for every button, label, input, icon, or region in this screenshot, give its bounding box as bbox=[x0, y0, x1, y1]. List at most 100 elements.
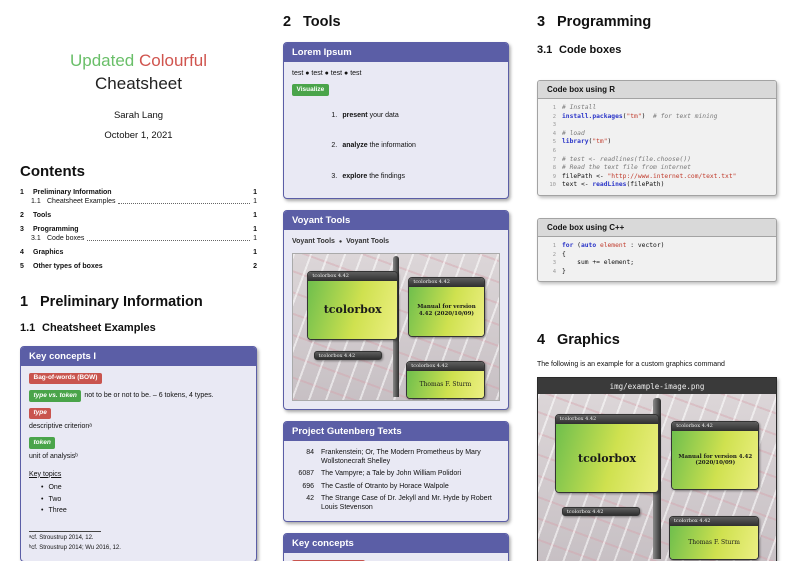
voyant-link-1[interactable]: Voyant Tools bbox=[292, 238, 335, 246]
token-definition: unit of analysisᵇ bbox=[29, 452, 78, 460]
toc-entry-cheatsheet-examples[interactable]: 1.1 Cheatsheet Examples 1 bbox=[20, 198, 257, 205]
tcolorbox-strip: tcolorbox 4.42 bbox=[669, 516, 759, 526]
line-number: 7 bbox=[552, 156, 556, 163]
tcolorbox-main-box: tcolorbox 4.42 tcolorbox bbox=[307, 271, 399, 340]
section-number: 3.1 bbox=[537, 44, 553, 56]
box-body: 84 Frankenstein; Or, The Modern Promethe… bbox=[284, 441, 508, 521]
line-number: 2 bbox=[552, 251, 556, 258]
toc-leader bbox=[87, 239, 251, 241]
toc-entry-other-boxes[interactable]: 5 Other types of boxes 2 bbox=[20, 263, 257, 270]
code-identifier: element bbox=[599, 241, 627, 249]
line-number: 4 bbox=[552, 268, 556, 275]
table-row: 84 Frankenstein; Or, The Modern Promethe… bbox=[292, 448, 500, 466]
voyant-link-2[interactable]: Voyant Tools bbox=[346, 238, 390, 246]
type-token-example: not to be or not to be. – 6 tokens, 4 ty… bbox=[84, 391, 214, 399]
tcolorbox-manual-box: tcolorbox 4.42 Manual for version 4.42 (… bbox=[408, 276, 485, 337]
code-comment: # Read the text file from internet bbox=[562, 164, 691, 172]
toc-page: 1 bbox=[253, 234, 257, 242]
code-line: 9 filePath <- "http://www.internet.com/te… bbox=[545, 173, 769, 182]
title-word-updated: Updated bbox=[69, 51, 135, 70]
box-title: Project Gutenberg Texts bbox=[284, 421, 508, 441]
toc-page: 1 bbox=[253, 225, 257, 233]
author-name: Sarah Lang bbox=[113, 109, 164, 121]
tcolorbox-strip: tcolorbox 4.42 bbox=[672, 422, 759, 432]
toc-entry-graphics[interactable]: 4 Graphics 1 bbox=[20, 249, 257, 256]
code-line: 8 # Read the text file from internet bbox=[545, 164, 769, 173]
list-item-keyword: present bbox=[342, 111, 368, 119]
box-body: Bag-of-words (BOW) Zipf's Law _aäḡtäḡ/()… bbox=[284, 553, 508, 561]
section-4-heading: 4 Graphics bbox=[537, 332, 777, 348]
section-title: Code boxes bbox=[559, 44, 622, 56]
code-comment: # Install bbox=[562, 104, 597, 111]
cpp-code-box: Code box using C++ 1 for (auto element : … bbox=[537, 217, 777, 283]
toc-number: 1 bbox=[20, 188, 24, 196]
type-vs-token-badge: type vs. token bbox=[29, 390, 82, 402]
concept-row: type vs. token not to be or not to be. – … bbox=[29, 390, 248, 402]
type-badge: type bbox=[29, 407, 52, 420]
code-string: "tm" bbox=[626, 112, 642, 120]
code-line: 3 sum += element; bbox=[545, 259, 769, 268]
code-box-body: 1 for (auto element : vector) 2{ 3 sum +=… bbox=[538, 237, 776, 281]
tcolorbox-strip: tcolorbox 4.42 bbox=[409, 277, 484, 287]
list-item: Two bbox=[41, 495, 248, 504]
toc-label: Tools bbox=[33, 211, 52, 219]
title-block: Updated Colourful Cheatsheet Sarah Lang … bbox=[20, 50, 257, 141]
toc-label: Code boxes bbox=[47, 234, 85, 242]
footnote-a: ᵃcf. Stroustrup 2014, 12. bbox=[29, 534, 94, 541]
line-number: 3 bbox=[552, 260, 556, 267]
toc-page: 1 bbox=[253, 197, 257, 205]
code-text: : vector) bbox=[626, 241, 665, 249]
toc-page: 2 bbox=[253, 262, 257, 270]
section-title: Preliminary Information bbox=[40, 293, 203, 310]
toc-number: 3 bbox=[20, 225, 24, 233]
section-title: Cheatsheet Examples bbox=[42, 321, 156, 334]
list-item: 3. explore the findings bbox=[308, 163, 500, 190]
toc-number: 3.1 bbox=[31, 234, 41, 242]
code-string: "tm" bbox=[592, 138, 608, 146]
gutenberg-id: 6087 bbox=[298, 470, 314, 478]
test-bullet-line: test ● test ● test ● test bbox=[292, 70, 362, 77]
toc-entry-programming[interactable]: 3 Programming 1 bbox=[20, 226, 257, 233]
voyant-example-image: tcolorbox 4.42 tcolorbox tcolorbox 4.42 … bbox=[292, 252, 500, 401]
toc-entry-code-boxes[interactable]: 3.1 Code boxes 1 bbox=[20, 235, 257, 242]
box-body: Bag-of-words (BOW) type vs. token not to … bbox=[21, 366, 256, 561]
tcolorbox-label: tcolorbox bbox=[308, 281, 398, 339]
toc-page: 1 bbox=[253, 188, 257, 196]
footnote-b: ᵇcf. Stroustrup 2014; Wu 2016, 12. bbox=[29, 544, 121, 551]
toc-entry-preliminary-information[interactable]: 1 Preliminary Information 1 bbox=[20, 189, 257, 196]
section-3-1-heading: 3.1 Code boxes bbox=[537, 44, 777, 56]
code-text: ( bbox=[622, 112, 627, 120]
code-line: 10 text <- readLines (filePath) bbox=[545, 181, 769, 190]
gutenberg-title: Frankenstein; Or, The Modern Prometheus … bbox=[321, 448, 481, 465]
concept-row: Visualize bbox=[292, 84, 500, 96]
table-of-contents: 1 Preliminary Information 1 1.1 Cheatshe… bbox=[20, 189, 257, 270]
doc-title-line1: Updated Colourful bbox=[20, 50, 257, 73]
code-text: ) bbox=[641, 112, 654, 120]
line-number: 3 bbox=[552, 122, 556, 129]
list-item-number: 3. bbox=[331, 173, 338, 181]
tcolorbox-strip: tcolorbox 4.42 bbox=[561, 506, 641, 516]
code-line: 5 library("tm") bbox=[545, 138, 769, 147]
code-keyword: library bbox=[562, 138, 589, 146]
toc-entry-tools[interactable]: 2 Tools 1 bbox=[20, 212, 257, 219]
column-3: 3 Programming 3.1 Code boxes Code box usin… bbox=[537, 0, 777, 561]
visualize-badge: Visualize bbox=[292, 84, 329, 96]
author-label: Thomas F. Sturm bbox=[669, 525, 759, 559]
code-line: 1 for (auto element : vector) bbox=[545, 242, 769, 251]
list-item-number: 2. bbox=[331, 142, 338, 150]
box-title: Key concepts bbox=[284, 533, 508, 553]
author-label: Thomas F. Sturm bbox=[407, 370, 484, 398]
footnote-rule bbox=[29, 531, 101, 533]
toc-label: Preliminary Information bbox=[33, 188, 112, 196]
concept-row: Bag-of-words (BOW) bbox=[292, 559, 500, 561]
gutenberg-title: The Vampyre; a Tale by John William Poli… bbox=[321, 470, 462, 478]
list-item: 2. analyze the information bbox=[308, 132, 500, 159]
code-box-title: Code box using R bbox=[538, 81, 776, 99]
tcolorbox-strip: tcolorbox 4.42 bbox=[407, 361, 484, 371]
section-number: 3 bbox=[537, 14, 546, 30]
toc-label: Cheatsheet Examples bbox=[47, 197, 116, 205]
toc-number: 2 bbox=[20, 211, 24, 219]
table-row: 696 The Castle of Otranto by Horace Walp… bbox=[292, 482, 500, 491]
box-title: Voyant Tools bbox=[284, 211, 508, 231]
